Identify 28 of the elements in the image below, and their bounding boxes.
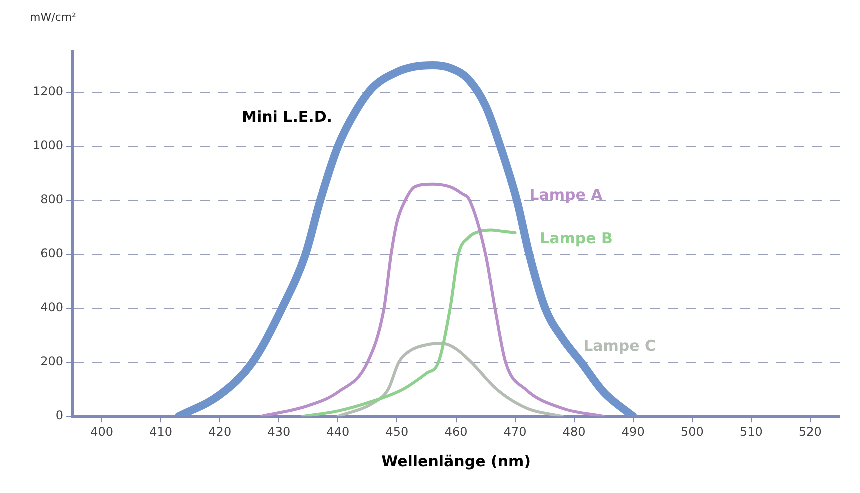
y-axis-title: mW/cm² [30, 10, 76, 24]
line-series [301, 228, 517, 417]
x-tick-label: 430 [268, 424, 291, 439]
series-label: Lampe B [540, 229, 613, 248]
x-tick-label: 510 [740, 424, 763, 439]
y-tick-label: 200 [40, 354, 64, 369]
x-tick-label: 400 [90, 424, 114, 439]
x-tick-label: 480 [562, 424, 586, 439]
x-tick-label: 420 [208, 424, 232, 439]
x-tick-label: 520 [799, 424, 822, 439]
text: Lampe A [530, 186, 604, 204]
series-label: Mini L.E.D. [242, 108, 333, 126]
y-tick-label: 400 [40, 300, 64, 315]
y-tick-label: 600 [40, 246, 64, 261]
y-tick-label: 0 [56, 408, 64, 423]
y-tick-label: 1000 [32, 138, 64, 153]
y-tick-label: 800 [40, 192, 64, 207]
x-tick-label: 490 [622, 424, 645, 439]
x-tick-label: 500 [680, 424, 704, 439]
x-tick-label: 410 [150, 424, 173, 439]
x-tick-label: 450 [386, 424, 409, 439]
line-series [336, 342, 564, 417]
x-axis-title: Wellenlänge (nm) [382, 452, 531, 470]
text: Lampe C [584, 337, 656, 356]
x-tick-label: 460 [444, 424, 468, 439]
x-tick-label: 440 [326, 424, 350, 439]
y-tick-label: 1200 [32, 84, 64, 99]
x-tick-label: 470 [504, 424, 527, 439]
